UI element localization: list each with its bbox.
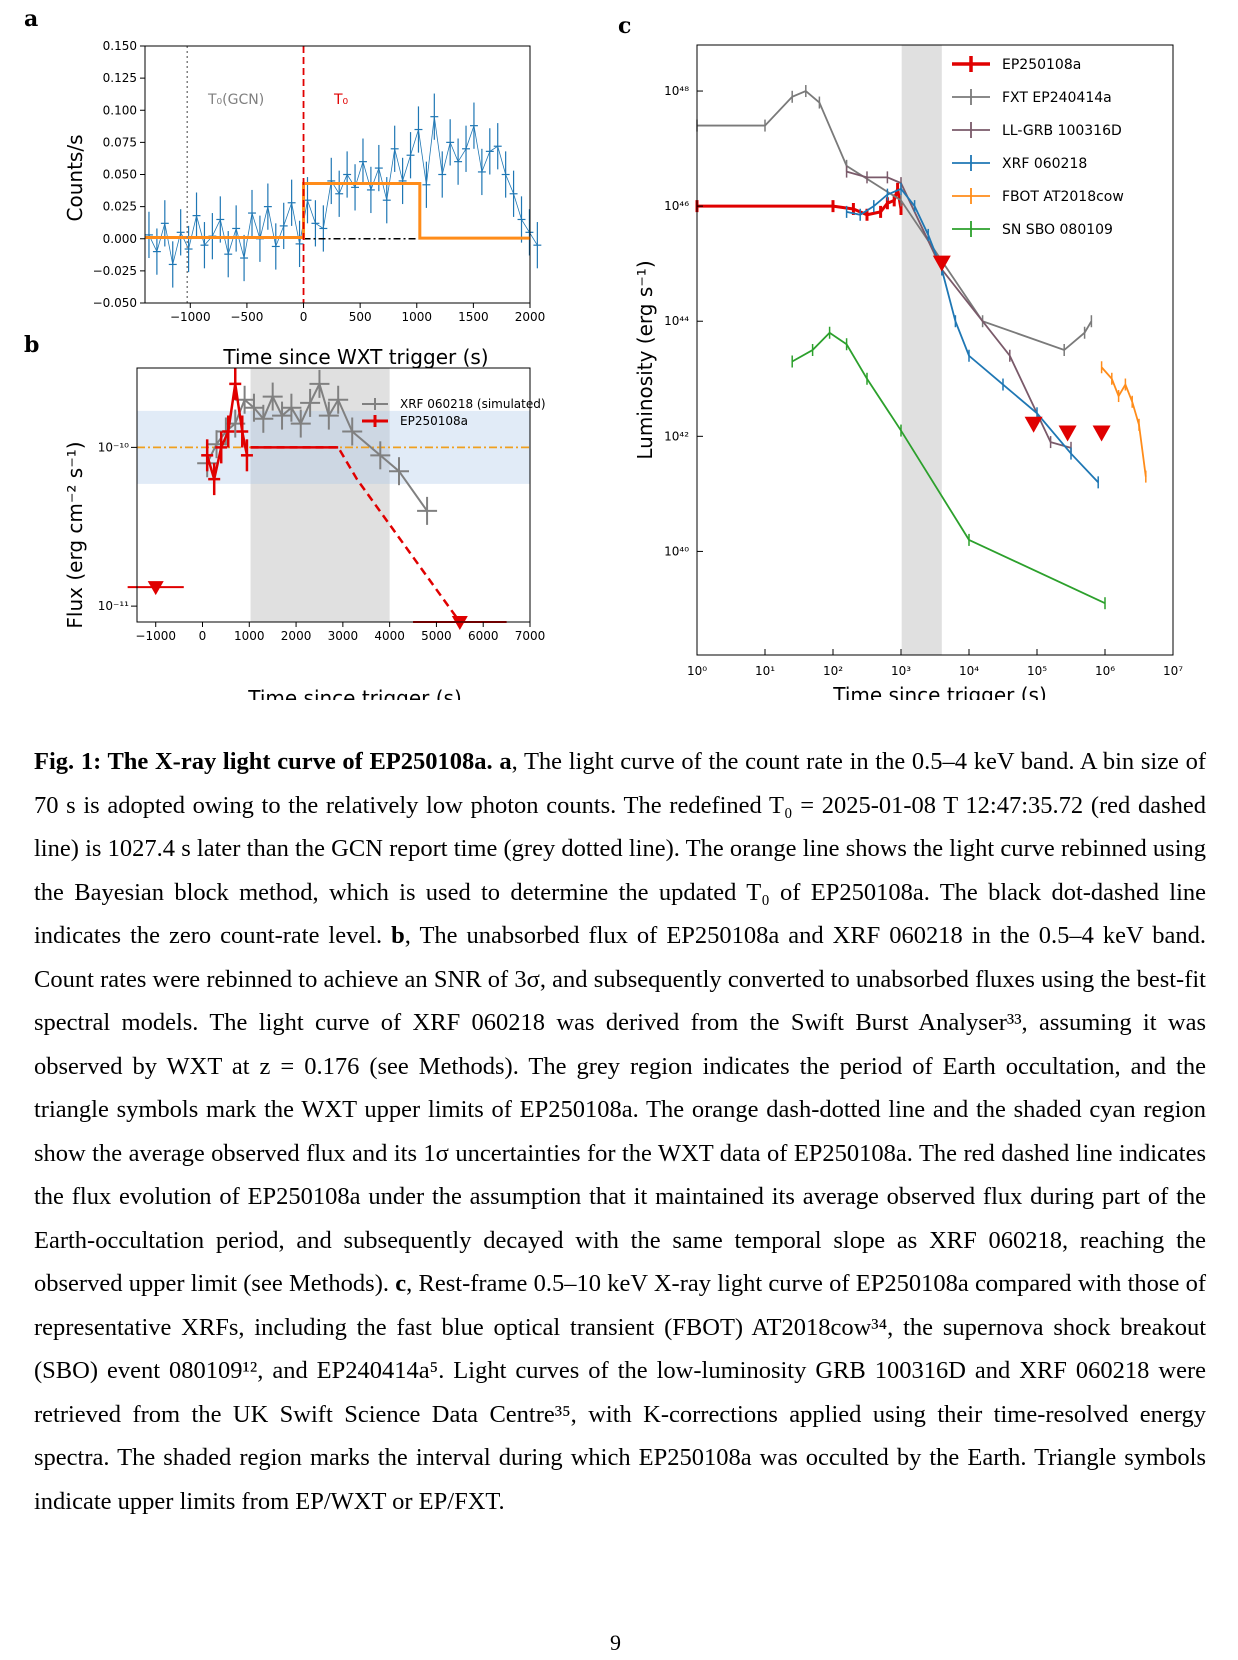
panel-c-occultation-region [901,45,942,655]
panel-c-xtick-label: 10⁷ [1163,664,1183,678]
panel-a-bayesian-blocks [145,181,530,240]
panel-b-frame [136,367,531,623]
panel-c-series-line [846,187,1099,483]
panel-a-xtick-label: −1000 [170,310,211,324]
panel-b-ytick-label: 10⁻¹¹ [98,599,129,613]
panel-a-ytick-label: 0.150 [103,39,137,53]
caption-a-text: , The light curve of the count rate in t… [34,748,1207,949]
panel-a-ytick-label: 0.050 [103,168,137,182]
panel-label-c: c [618,13,631,39]
panel-b-legend: XRF 060218 (simulated) EP250108a [362,397,546,428]
panel-c-xtick-label: 10¹ [755,664,775,678]
panel-a-xtick-label: 0 [300,310,308,324]
panel-b-xlabel: Time since trigger (s) [247,686,462,700]
panel-c-ytick-label: 10⁴⁶ [664,199,689,213]
panel-b-ylabel: Flux (erg cm⁻² s⁻¹) [63,441,87,628]
panel-a-frame [144,45,531,304]
panel-a-count-rate-chart: Counts/s Time since WXT trigger (s) −100… [63,39,545,369]
panel-c-series-line [791,331,1106,605]
figure-1: a b c Counts/s Time since WXT trigger (s… [24,6,1183,700]
panel-a-ytick-label: 0.100 [103,103,137,117]
panel-b-xtick-label: 7000 [515,629,546,643]
panel-c-xlabel: Time since trigger (s) [832,683,1047,700]
panel-c-legend-label: EP250108a [1002,57,1081,73]
panel-b-xtick-label: 1000 [234,629,265,643]
panel-c-xtick-label: 10⁴ [959,664,979,678]
panel-a-ytick-label: −0.025 [93,264,137,278]
caption-title: The X-ray light curve of EP250108a. [107,748,493,775]
panel-b-xtick-label: 3000 [328,629,359,643]
panel-c-ytick-label: 10⁴⁰ [664,544,689,558]
panel-c-luminosity-chart: Luminosity (erg s⁻¹) Time since trigger … [633,44,1183,700]
panel-c-frame [696,44,1174,656]
figure-caption: Fig. 1: The X-ray light curve of EP25010… [34,748,1207,1515]
panel-c-upper-limit-triangle [1092,425,1111,442]
panel-c-legend: EP250108a FXT EP240414a LL-GRB 100316D XRF … [952,56,1124,238]
panel-b-xtick-label: 4000 [374,629,405,643]
panel-c-ytick-label: 10⁴² [664,429,689,443]
panel-b-upper-limit-triangle [451,616,468,630]
panel-a-xtick-label: 2000 [515,310,546,324]
caption-c-label: c [395,1270,407,1297]
panel-label-b: b [24,332,39,358]
panel-a-data-line [148,116,538,265]
panel-c-ylabel: Luminosity (erg s⁻¹) [633,260,657,459]
panel-b-occultation-region [250,368,390,622]
panel-c-series-line [697,188,903,217]
caption-a-label: a [499,748,512,775]
panel-a-xtick-label: −500 [230,310,263,324]
panel-b-ytick-label: 10⁻¹⁰ [98,440,129,454]
panel-a-ytick-label: 0.075 [103,135,137,149]
panel-b-flux-chart: Flux (erg cm⁻² s⁻¹) Time since trigger (… [63,367,546,700]
caption-b-label: b [391,922,405,949]
panel-a-ytick-label: 0.025 [103,200,137,214]
panel-c-upper-limit-triangle [1024,416,1043,433]
panel-a-xtick-label: 1000 [401,310,432,324]
panel-c-legend-label: FXT EP240414a [1002,90,1112,106]
panel-b-xtick-label: 2000 [281,629,312,643]
panel-c-legend-label: XRF 060218 [1002,156,1087,172]
panel-b-xtick-label: −1000 [135,629,176,643]
panel-c-upper-limit-triangle [1058,425,1077,442]
panel-c-xtick-label: 10⁵ [1027,664,1047,678]
panel-c-legend-label: FBOT AT2018cow [1002,189,1124,205]
caption-b-text: , The unabsorbed flux of EP250108a and X… [34,922,1206,1297]
panel-c-xtick-label: 10⁰ [687,664,707,678]
panel-c-legend-label: SN SBO 080109 [1002,222,1113,238]
caption-fig-label: Fig. 1 [34,748,94,775]
panel-a-annotation-gcn: T₀(GCN) [207,92,264,108]
panel-b-xtick-label: 5000 [421,629,452,643]
caption-c-text: , Rest-frame 0.5–10 keV X-ray light curv… [34,1270,1207,1515]
panel-c-upper-limit-triangle [932,255,951,272]
panel-a-xlabel: Time since WXT trigger (s) [222,345,488,369]
panel-a-ytick-label: 0.000 [103,232,137,246]
panel-a-xtick-label: 1500 [458,310,489,324]
panel-a-annotation-t0: T₀ [333,92,349,108]
panel-label-a: a [24,6,38,32]
panel-c-xtick-label: 10² [823,664,843,678]
panel-b-xtick-label: 6000 [468,629,499,643]
panel-a-ytick-label: −0.050 [93,296,137,310]
page-number: 9 [610,1630,621,1655]
panel-b-xtick-label: 0 [199,629,207,643]
panel-c-xtick-label: 10³ [891,664,911,678]
panel-c-ytick-label: 10⁴⁴ [664,314,689,328]
panel-c-series-line [846,170,1072,449]
panel-c-ytick-label: 10⁴⁸ [664,84,689,98]
panel-c-legend-label: LL-GRB 100316D [1002,123,1122,139]
panel-c-xtick-label: 10⁶ [1095,664,1115,678]
panel-b-upper-limit-triangle [147,581,164,596]
panel-a-ylabel: Counts/s [63,135,87,222]
panel-b-legend-ep: EP250108a [400,414,468,428]
panel-b-legend-xrf: XRF 060218 (simulated) [400,397,546,411]
panel-a-xtick-label: 500 [349,310,372,324]
panel-a-ytick-label: 0.125 [103,71,137,85]
